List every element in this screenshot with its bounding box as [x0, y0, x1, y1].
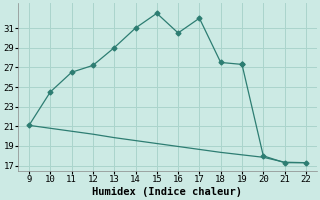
X-axis label: Humidex (Indice chaleur): Humidex (Indice chaleur): [92, 186, 243, 197]
